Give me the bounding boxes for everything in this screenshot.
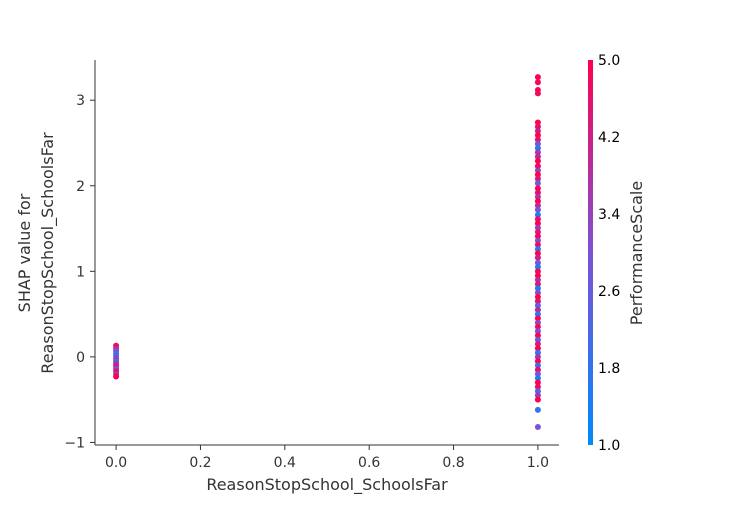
- x-tick-label: 0.8: [442, 455, 464, 471]
- colorbar: [588, 60, 593, 445]
- scatter-point: [534, 157, 541, 164]
- scatter-point: [534, 341, 541, 348]
- scatter-point: [534, 345, 541, 352]
- scatter-point: [534, 132, 541, 139]
- scatter-point: [534, 220, 541, 227]
- scatter-point: [534, 298, 541, 305]
- scatter-point: [534, 392, 541, 399]
- scatter-point: [534, 332, 541, 339]
- scatter-point: [534, 315, 541, 322]
- scatter-point: [534, 163, 541, 170]
- scatter-point: [534, 153, 541, 160]
- scatter-point: [534, 189, 541, 196]
- scatter-point: [534, 140, 541, 147]
- points-layer: [113, 74, 541, 431]
- y-tick-label: 0: [76, 350, 85, 366]
- colorbar-tick-label: 5.0: [598, 53, 620, 69]
- colorbar-tick-label: 1.8: [598, 361, 620, 377]
- scatter-point: [534, 285, 541, 292]
- x-tick-label: 0.0: [105, 455, 127, 471]
- scatter-point: [534, 250, 541, 257]
- scatter-point: [534, 241, 541, 248]
- scatter-point: [534, 323, 541, 330]
- scatter-point: [534, 336, 541, 343]
- scatter-point: [534, 302, 541, 309]
- scatter-point: [534, 119, 541, 126]
- scatter-point: [534, 293, 541, 300]
- y-tick-label: −1: [64, 435, 85, 451]
- scatter-point: [534, 79, 541, 86]
- scatter-point: [534, 206, 541, 213]
- scatter-point: [534, 306, 541, 313]
- y-tick-label: 2: [76, 179, 85, 195]
- scatter-point: [534, 123, 541, 130]
- scatter-point: [534, 216, 541, 223]
- scatter-point: [534, 254, 541, 261]
- scatter-point: [534, 167, 541, 174]
- scatter-point: [534, 145, 541, 152]
- x-ticks: 0.0 0.2 0.4 0.6 0.8 1.0: [105, 445, 549, 471]
- scatter-point: [534, 388, 541, 395]
- y-tick-label: 3: [76, 93, 85, 109]
- scatter-point: [534, 128, 541, 135]
- scatter-point: [534, 202, 541, 209]
- scatter-point: [534, 276, 541, 283]
- scatter-point: [534, 171, 541, 178]
- x-tick-label: 0.4: [274, 455, 296, 471]
- scatter-point: [534, 424, 541, 431]
- y-axis-label-line-2: ReasonStopSchool_SchoolsFar: [38, 132, 58, 374]
- scatter-point: [534, 349, 541, 356]
- scatter-point: [534, 268, 541, 275]
- x-axis-label: ReasonStopSchool_SchoolsFar: [206, 475, 448, 495]
- y-tick-label: 1: [76, 264, 85, 280]
- scatter-point: [534, 406, 541, 413]
- scatter-point: [534, 149, 541, 156]
- scatter-point: [534, 362, 541, 369]
- scatter-point: [534, 289, 541, 296]
- scatter-point: [113, 373, 120, 380]
- colorbar-ticks: 1.0 1.8 2.6 3.4 4.2 5.0: [598, 53, 620, 454]
- scatter-point: [534, 264, 541, 271]
- scatter-point: [534, 198, 541, 205]
- scatter-point: [534, 237, 541, 244]
- colorbar-tick-label: 4.2: [598, 130, 620, 146]
- scatter-point: [534, 319, 541, 326]
- scatter-point: [534, 175, 541, 182]
- scatter-point: [534, 224, 541, 231]
- scatter-point: [534, 180, 541, 187]
- scatter-point: [534, 211, 541, 218]
- scatter-point: [534, 74, 541, 81]
- scatter-point: [534, 370, 541, 377]
- y-ticks: −1 0 1 2 3: [64, 93, 95, 451]
- scatter-point: [534, 379, 541, 386]
- scatter-point: [534, 233, 541, 240]
- colorbar-tick-label: 1.0: [598, 438, 620, 454]
- colorbar-tick-label: 2.6: [598, 284, 620, 300]
- scatter-point: [534, 136, 541, 143]
- colorbar-label: PerformanceScale: [627, 181, 646, 325]
- scatter-point: [534, 228, 541, 235]
- scatter-point: [534, 328, 541, 335]
- scatter-point: [534, 193, 541, 200]
- scatter-point: [534, 353, 541, 360]
- y-axis-label-line-1: SHAP value for: [15, 193, 34, 312]
- x-tick-label: 0.6: [358, 455, 380, 471]
- x-tick-label: 0.2: [189, 455, 211, 471]
- scatter-point: [534, 281, 541, 288]
- scatter-point: [534, 396, 541, 403]
- scatter-point: [534, 246, 541, 253]
- scatter-point: [534, 358, 541, 365]
- scatter-point: [534, 272, 541, 279]
- colorbar-tick-label: 3.4: [598, 207, 620, 223]
- scatter-point: [534, 366, 541, 373]
- scatter-point: [534, 90, 541, 97]
- scatter-point: [534, 259, 541, 266]
- scatter-point: [534, 311, 541, 318]
- scatter-point: [534, 383, 541, 390]
- x-tick-label: 1.0: [527, 455, 549, 471]
- scatter-point: [534, 185, 541, 192]
- scatter-point: [534, 375, 541, 382]
